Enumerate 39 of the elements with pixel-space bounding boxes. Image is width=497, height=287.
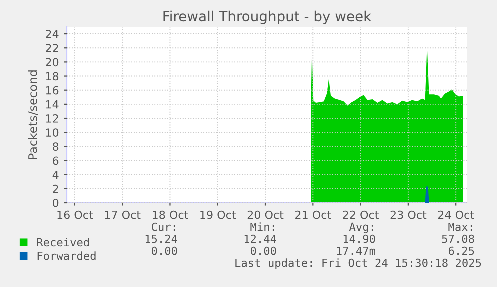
y-tick-label: 14: [46, 100, 59, 109]
y-tick-label: 16: [46, 86, 59, 95]
y-tick-label: 18: [46, 72, 59, 81]
text: 12.44: [244, 234, 276, 244]
x-tick-label: 19 Oct: [200, 210, 236, 220]
y-tick-label: 0: [53, 198, 59, 208]
y-tick-label: 8: [53, 142, 59, 152]
y-tick-label: 22: [46, 44, 58, 52]
y-tick-label: 20: [46, 58, 59, 67]
x-tick-label: 17 Oct: [105, 210, 141, 220]
chart-title: Firewall Throughput - by week: [164, 10, 372, 24]
text: 15.24: [146, 234, 178, 244]
legend-label: Forwarded: [38, 252, 96, 260]
x-tick-label: 21 Oct: [296, 210, 332, 220]
x-tick-label: 18 Oct: [153, 210, 188, 220]
text: 6.25: [448, 246, 474, 256]
text: Cur:: [152, 222, 176, 232]
text: 17.47m: [337, 246, 376, 256]
y-axis-title: Packets/second: [28, 70, 38, 160]
text: 0.00: [250, 246, 276, 256]
x-tick-label: 23 Oct: [390, 210, 427, 220]
text: 14.90: [344, 234, 376, 244]
y-tick-label: 2: [53, 184, 58, 194]
y-tick-label: 6: [53, 156, 59, 166]
text: Max:: [448, 222, 472, 232]
y-tick-label: 10: [46, 128, 59, 137]
text: Min:: [250, 222, 274, 232]
legend-label: Received: [37, 238, 90, 247]
x-tick-label: 24 Oct: [438, 210, 474, 220]
y-tick-label: 12: [46, 114, 58, 123]
text: 0.00: [152, 246, 178, 256]
y-tick-label: 4: [52, 170, 59, 180]
x-tick-label: 16 Oct: [58, 210, 94, 220]
x-tick-label: 22 Oct: [343, 210, 379, 220]
text: 57.08: [442, 234, 474, 244]
text: Avg:: [349, 222, 374, 234]
text: Last update: Fri Oct 24 15:30:18 2025: [236, 258, 482, 270]
x-tick-label: 20 Oct: [248, 210, 284, 220]
y-tick-label: 24: [46, 30, 59, 38]
